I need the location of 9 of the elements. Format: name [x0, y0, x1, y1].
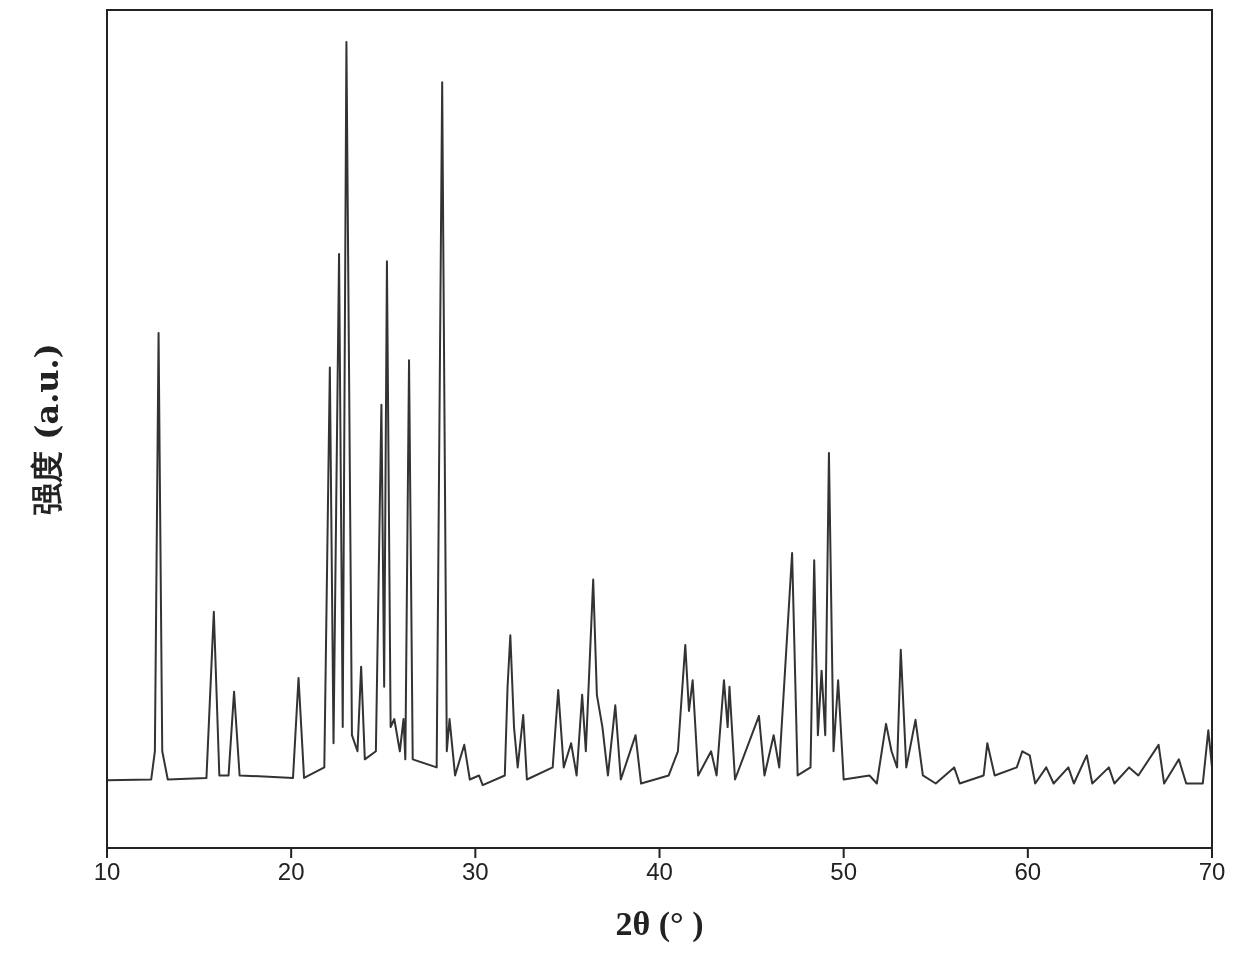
x-tick-label: 40 — [646, 858, 673, 885]
x-tick-label: 60 — [1014, 858, 1042, 885]
x-tick-label: 10 — [93, 858, 121, 885]
x-tick-label: 70 — [1198, 858, 1226, 885]
x-axis-title: 2θ (° ) — [615, 905, 704, 943]
x-tick-label: 20 — [277, 858, 305, 885]
x-tick-label: 50 — [830, 858, 858, 885]
x-tick-label: 30 — [461, 858, 489, 885]
y-axis-title: 强度 (a.u.) — [28, 343, 66, 515]
